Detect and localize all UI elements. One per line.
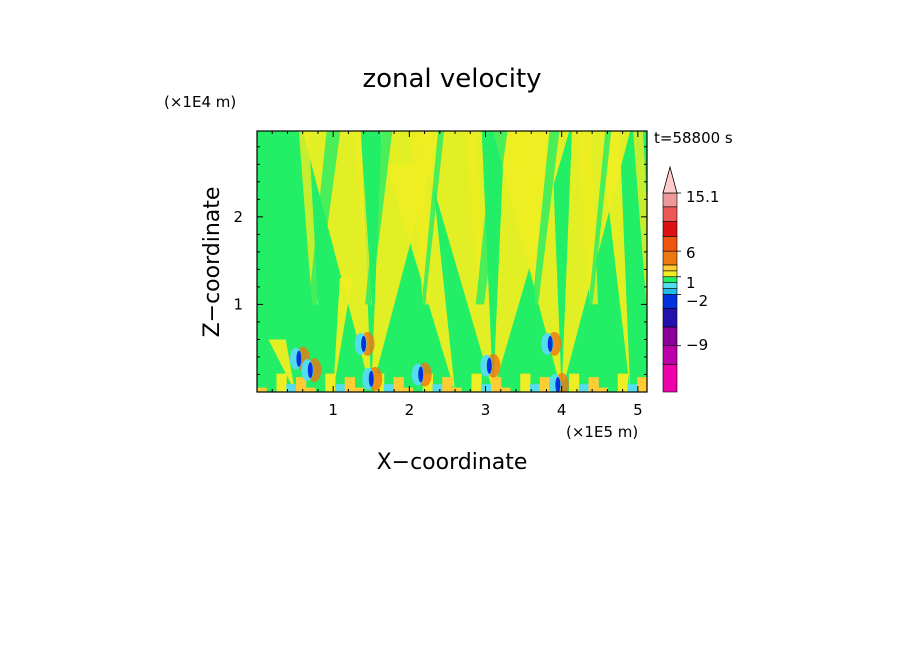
x-tick-label-3: 4 bbox=[557, 401, 567, 419]
time-label: t=58800 s bbox=[654, 129, 733, 147]
streak-band-2 bbox=[308, 131, 341, 305]
surface-cell-14 bbox=[393, 377, 404, 392]
colorbar-label-0: 15.1 bbox=[686, 188, 719, 206]
jet-core-7 bbox=[555, 376, 561, 392]
surface-cell-4 bbox=[296, 377, 307, 392]
x-tick-label-4: 5 bbox=[633, 401, 643, 419]
colorbar-swatch-11 bbox=[662, 236, 678, 252]
surface-cell-20 bbox=[452, 387, 463, 392]
streak-band-10 bbox=[532, 131, 560, 305]
jet-core-6 bbox=[547, 335, 553, 352]
surface-cell-2 bbox=[276, 373, 287, 392]
colorbar-swatch-1 bbox=[662, 345, 678, 365]
colorbar-swatch-13 bbox=[662, 206, 678, 222]
colorbar-swatch-9 bbox=[662, 264, 678, 272]
surface-cell-33 bbox=[578, 384, 589, 392]
jet-core-3 bbox=[368, 370, 374, 387]
surface-cell-3 bbox=[286, 384, 297, 392]
positive-plume-1 bbox=[333, 278, 353, 392]
colorbar: 15.1 6 1−2 −9 bbox=[662, 165, 719, 393]
colorbar-swatch-8 bbox=[662, 270, 678, 278]
surface-cell-32 bbox=[569, 373, 580, 392]
surface-cell-38 bbox=[627, 384, 638, 392]
colorbar-swatch-10 bbox=[662, 250, 678, 266]
colorbar-swatch-5 bbox=[662, 288, 678, 295]
streak-band-4 bbox=[365, 131, 393, 305]
y-tick-label-1: 2 bbox=[233, 208, 243, 226]
colorbar-swatch-12 bbox=[662, 221, 678, 237]
colorbar-label-3: −2 bbox=[686, 292, 708, 310]
chart-title: zonal velocity bbox=[362, 64, 541, 94]
positive-plume-3 bbox=[386, 164, 456, 392]
surface-cell-7 bbox=[325, 373, 336, 392]
x-tick-label-2: 3 bbox=[481, 401, 491, 419]
y-tick-label-0: 1 bbox=[233, 295, 243, 313]
colorbar-extend-arrow bbox=[662, 165, 678, 194]
colorbar-swatch-7 bbox=[662, 276, 678, 283]
streak-band-12 bbox=[588, 131, 612, 305]
colorbar-label-4: −9 bbox=[686, 336, 708, 354]
surface-cell-13 bbox=[383, 384, 394, 392]
y-unit-label: (×1E4 m) bbox=[164, 93, 236, 111]
surface-cell-25 bbox=[500, 387, 511, 392]
positive-plume-0 bbox=[268, 339, 296, 392]
surface-cell-36 bbox=[608, 380, 619, 392]
streak-band-9 bbox=[521, 131, 540, 305]
colorbar-swatch-6 bbox=[662, 282, 678, 289]
surface-cell-27 bbox=[520, 373, 531, 392]
surface-cell-24 bbox=[491, 377, 502, 392]
surface-cell-0 bbox=[257, 387, 268, 392]
surface-cell-10 bbox=[354, 387, 365, 392]
surface-cell-9 bbox=[344, 377, 355, 392]
surface-cell-8 bbox=[335, 384, 346, 392]
colorbar-label-1: 6 bbox=[686, 244, 696, 262]
colorbar-swatch-0 bbox=[662, 364, 678, 393]
x-unit-label: (×1E5 m) bbox=[566, 423, 638, 441]
streak-band-8 bbox=[475, 131, 508, 305]
jet-core-2 bbox=[361, 335, 367, 352]
surface-cell-18 bbox=[432, 384, 443, 392]
y-axis-label: Z−coordinate bbox=[200, 187, 225, 338]
surface-cell-28 bbox=[530, 384, 541, 392]
surface-cell-35 bbox=[598, 387, 609, 392]
colorbar-swatch-3 bbox=[662, 307, 678, 328]
surface-cell-22 bbox=[471, 373, 482, 392]
x-tick-label-0: 1 bbox=[328, 401, 338, 419]
colorbar-swatch-14 bbox=[662, 192, 678, 208]
streak-band-6 bbox=[421, 131, 445, 305]
surface-cell-26 bbox=[510, 380, 521, 392]
surface-cell-39 bbox=[637, 377, 647, 392]
jet-core-0 bbox=[296, 350, 302, 367]
surface-cell-34 bbox=[588, 377, 599, 392]
streak-band-0 bbox=[257, 131, 278, 305]
surface-cell-5 bbox=[305, 387, 316, 392]
jet-core-4 bbox=[418, 366, 424, 383]
plot-frame bbox=[256, 130, 648, 393]
x-tick-label-1: 2 bbox=[405, 401, 415, 419]
jet-core-1 bbox=[307, 362, 313, 379]
x-axis-label: X−coordinate bbox=[377, 450, 528, 475]
y-axis: 12 bbox=[233, 146, 647, 375]
surface-cell-37 bbox=[617, 373, 628, 392]
streak-band-13 bbox=[633, 131, 647, 305]
surface-cell-15 bbox=[403, 387, 414, 392]
colorbar-swatch-4 bbox=[662, 294, 678, 309]
surface-cell-16 bbox=[413, 380, 424, 392]
surface-cell-6 bbox=[315, 380, 326, 392]
surface-cell-21 bbox=[461, 380, 472, 392]
colorbar-label-2: 1 bbox=[686, 274, 696, 292]
surface-cell-1 bbox=[266, 380, 277, 392]
streak-band-3 bbox=[354, 131, 373, 305]
colorbar-swatch-2 bbox=[662, 326, 678, 346]
surface-cell-19 bbox=[442, 377, 453, 392]
surface-cell-23 bbox=[481, 384, 492, 392]
positive-plume-6 bbox=[599, 131, 631, 392]
velocity-field bbox=[257, 131, 647, 392]
x-axis: 1 2 3 4 5 bbox=[271, 131, 643, 419]
surface-cell-29 bbox=[539, 377, 550, 392]
jet-core-5 bbox=[486, 357, 492, 374]
